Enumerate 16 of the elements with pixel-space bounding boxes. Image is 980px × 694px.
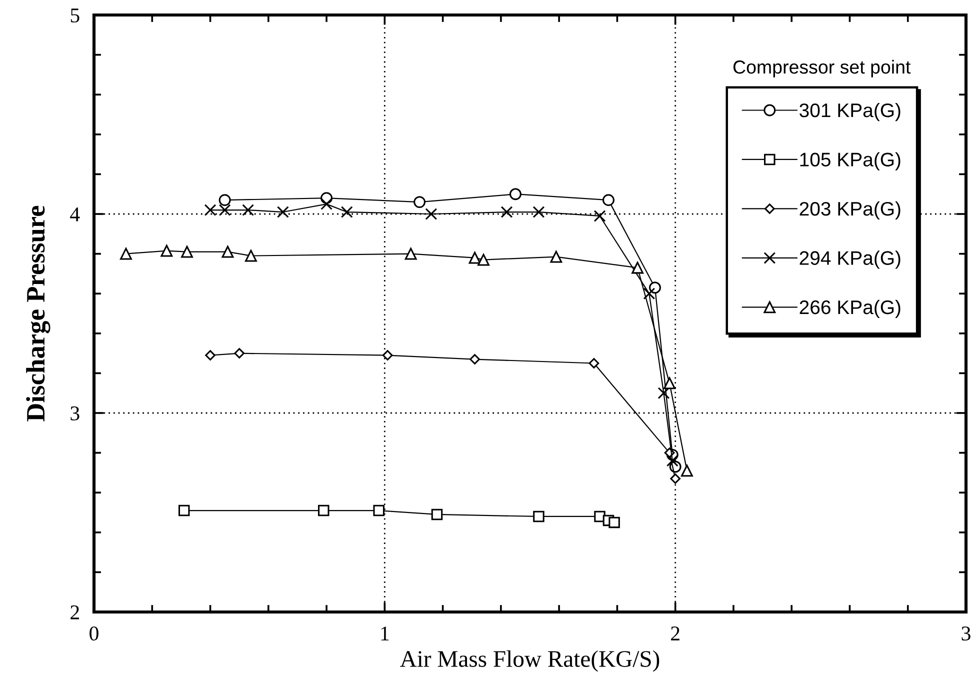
legend-label: 294 KPa(G) — [800, 250, 900, 269]
y-tick-label: 2 — [70, 605, 79, 620]
x-tick-label: 0 — [90, 626, 98, 641]
legend-label: 203 KPa(G) — [800, 201, 900, 220]
legend-label: 266 KPa(G) — [800, 300, 900, 318]
y-tick-label: 5 — [70, 8, 80, 22]
y-axis-title: Discharge Pressure — [26, 206, 50, 422]
x-tick-label: 2 — [671, 626, 680, 640]
x-axis-title: Air Mass Flow Rate(KG/S) — [400, 650, 660, 672]
legend-label: 301 KPa(G) — [800, 102, 900, 122]
y-tick-label: 3 — [70, 406, 80, 420]
x-tick-label: 3 — [962, 626, 970, 641]
x-tick-label: 1 — [381, 626, 389, 640]
legend-title: Compressor set point — [733, 60, 911, 78]
y-tick-label: 4 — [70, 208, 80, 222]
legend-label: 105 KPa(G) — [800, 152, 900, 170]
